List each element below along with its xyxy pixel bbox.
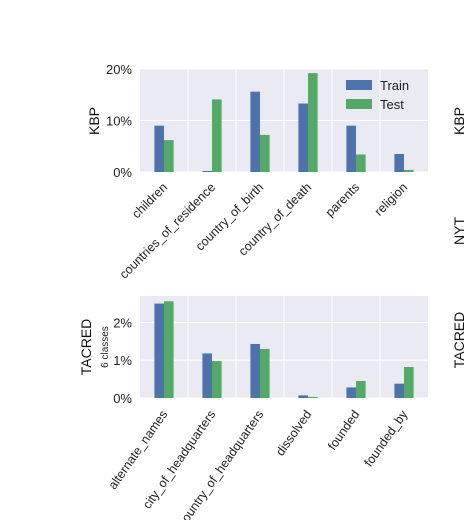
kbp-gridlines [140, 68, 428, 173]
test-bar [356, 154, 366, 172]
side-label-kbp: KBP [451, 107, 467, 135]
train-bar [154, 303, 164, 398]
train-bar [394, 153, 404, 172]
test-bar [308, 396, 318, 398]
legend-label-test: Test [380, 97, 404, 112]
x-tick-label: children [129, 180, 170, 221]
train-bar [346, 387, 356, 398]
train-bar [298, 395, 308, 398]
x-tick-label: founded [325, 408, 362, 453]
legend-swatch-train [346, 80, 372, 90]
x-tick-label: countries_of_residence [117, 180, 218, 281]
x-tick-label: religion [372, 180, 410, 218]
side-label-tacred: TACRED [451, 312, 467, 369]
train-bar [346, 125, 356, 172]
tacred-y-axis-label: TACRED [78, 319, 94, 376]
y-tick-label: 10% [106, 114, 132, 129]
tacred-x-ticks: alternate_names city_of_headquarters cou… [106, 407, 411, 520]
test-bar [356, 381, 366, 398]
train-bar [250, 343, 260, 398]
test-bar [212, 99, 222, 172]
tacred-y-ticks: 0% 1% 2% [113, 315, 132, 406]
test-bar [260, 134, 270, 172]
test-bar [308, 73, 318, 172]
train-bar [394, 383, 404, 398]
test-bar [260, 348, 270, 398]
tacred-panel: 0% 1% 2% alternate_names city_of_headqua… [78, 296, 428, 520]
train-bar [250, 91, 260, 172]
side-label-nyt: NYT [451, 217, 467, 245]
x-tick-label: dissolved [273, 408, 314, 459]
kbp-x-ticks: children countries_of_residence country_… [117, 180, 410, 281]
y-tick-label: 1% [113, 353, 132, 368]
x-tick-label: country_of_headquarters [175, 408, 266, 520]
x-tick-label: founded_by [362, 407, 411, 469]
y-tick-label: 2% [113, 315, 132, 330]
y-tick-label: 0% [113, 165, 132, 180]
test-bar [404, 367, 414, 398]
legend: Train Test [346, 78, 409, 112]
y-tick-label: 20% [106, 62, 132, 77]
train-bar [154, 125, 164, 172]
test-bar [212, 360, 222, 398]
test-bar [164, 140, 174, 172]
legend-swatch-test [346, 99, 372, 109]
test-bar [404, 169, 414, 172]
x-tick-label: parents [323, 180, 362, 219]
train-bar [202, 353, 212, 398]
kbp-panel: 0% 10% 20% children countries_of_residen… [86, 62, 428, 282]
train-bar [202, 170, 212, 172]
test-bar [164, 301, 174, 398]
kbp-y-axis-label: KBP [86, 107, 102, 135]
tacred-gridlines [140, 296, 428, 399]
tacred-bars [154, 301, 414, 398]
legend-label-train: Train [380, 78, 409, 93]
y-tick-label: 0% [113, 391, 132, 406]
kbp-bars [154, 73, 414, 172]
tacred-y-axis-sublabel: 6 classes [100, 326, 111, 368]
kbp-y-ticks: 0% 10% 20% [106, 62, 132, 180]
train-bar [298, 103, 308, 172]
